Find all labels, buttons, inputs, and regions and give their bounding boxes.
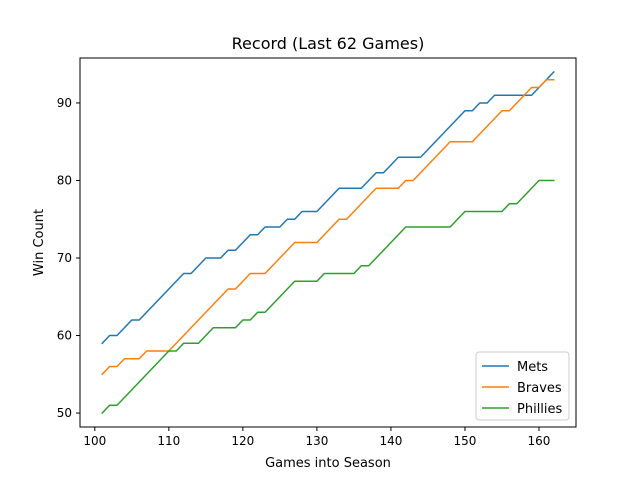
x-tick-label: 100 <box>83 434 106 448</box>
series-line-phillies <box>101 179 555 415</box>
x-tick-label: 110 <box>157 434 180 448</box>
legend-label-mets: Mets <box>517 360 548 375</box>
y-tick-label: 70 <box>57 251 72 265</box>
y-axis: 50 60 70 80 90 <box>57 96 80 420</box>
y-tick-label: 50 <box>57 406 72 420</box>
chart-title: Record (Last 62 Games) <box>232 34 425 53</box>
y-tick-label: 80 <box>57 173 72 187</box>
x-tick-label: 140 <box>379 434 402 448</box>
x-axis-title: Games into Season <box>265 456 391 471</box>
legend-label-braves: Braves <box>517 381 562 396</box>
x-tick-label: 120 <box>231 434 254 448</box>
plot-frame <box>79 57 577 428</box>
legend-box <box>475 351 570 421</box>
x-tick-label: 130 <box>305 434 328 448</box>
y-tick-label: 60 <box>57 329 72 343</box>
plot-lines <box>101 70 555 415</box>
y-axis-title: Win Count <box>32 209 47 276</box>
series-line-mets <box>101 70 555 345</box>
x-tick-label: 160 <box>528 434 551 448</box>
x-axis: 100 110 120 130 140 150 160 <box>83 427 550 448</box>
y-tick-label: 90 <box>57 96 72 110</box>
legend: Mets Braves Phillies <box>475 351 570 421</box>
x-tick-label: 150 <box>454 434 477 448</box>
series-line-braves <box>101 78 555 376</box>
legend-label-phillies: Phillies <box>517 402 563 417</box>
